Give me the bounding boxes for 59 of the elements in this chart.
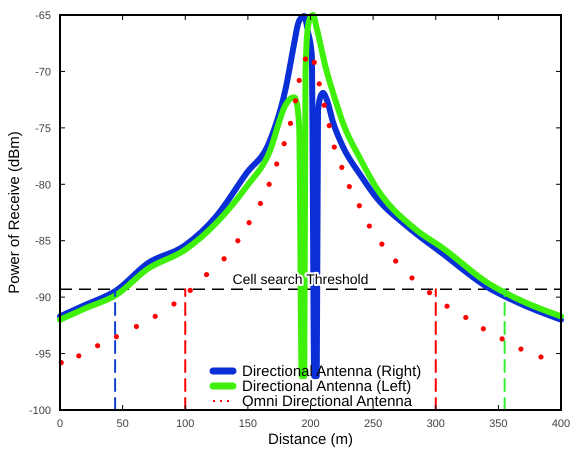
point [221, 256, 227, 262]
legend-label: Directional Antenna (Left) [242, 378, 412, 395]
point [292, 98, 298, 104]
y-tick-label: -100 [28, 405, 51, 417]
x-tick-label: 400 [552, 418, 570, 430]
point [296, 78, 302, 84]
point [480, 326, 486, 332]
point [444, 304, 450, 309]
x-tick-label: 350 [489, 418, 508, 430]
point [134, 324, 139, 330]
x-tick-label: 100 [176, 418, 194, 430]
point [326, 123, 332, 128]
y-tick-label: -70 [35, 66, 51, 78]
point [322, 102, 327, 108]
point [274, 161, 280, 167]
x-tick-label: 300 [426, 418, 445, 430]
point [339, 164, 344, 170]
point [356, 203, 362, 208]
point [114, 334, 119, 340]
y-tick-label: -80 [35, 179, 51, 192]
point [204, 272, 210, 278]
point [235, 238, 240, 244]
point [94, 343, 100, 348]
y-tick-label: -90 [35, 292, 51, 304]
x-axis-title: Distance (m) [268, 431, 354, 448]
x-tick-label: 150 [238, 418, 258, 430]
point [463, 314, 468, 320]
point [266, 182, 272, 187]
point [258, 200, 263, 206]
point [246, 220, 252, 226]
legend-label: Omni Directional Antenna [242, 393, 413, 410]
y-tick-label: -75 [35, 122, 51, 135]
point [346, 184, 352, 190]
point [500, 336, 505, 342]
x-tick-label: 0 [56, 418, 64, 430]
y-tick-label: -65 [35, 10, 51, 22]
point [316, 81, 322, 86]
point [282, 141, 287, 146]
point [426, 290, 432, 296]
point [393, 258, 398, 264]
point [379, 242, 384, 247]
point [76, 353, 82, 358]
point [171, 301, 177, 307]
point [409, 275, 415, 281]
point [312, 60, 317, 65]
x-tick-label: 250 [364, 418, 382, 430]
point [152, 314, 158, 319]
point [332, 144, 337, 150]
point [366, 223, 372, 229]
point [518, 346, 524, 352]
point [302, 56, 308, 62]
y-tick-label: -85 [35, 236, 51, 248]
point [188, 288, 193, 293]
point [538, 354, 544, 360]
point [288, 120, 294, 126]
y-axis-title: Power of Receive (dBm) [6, 131, 23, 294]
y-tick-label: -95 [35, 348, 51, 361]
x-tick-label: 50 [116, 418, 129, 430]
x-tick-label: 200 [301, 418, 320, 430]
